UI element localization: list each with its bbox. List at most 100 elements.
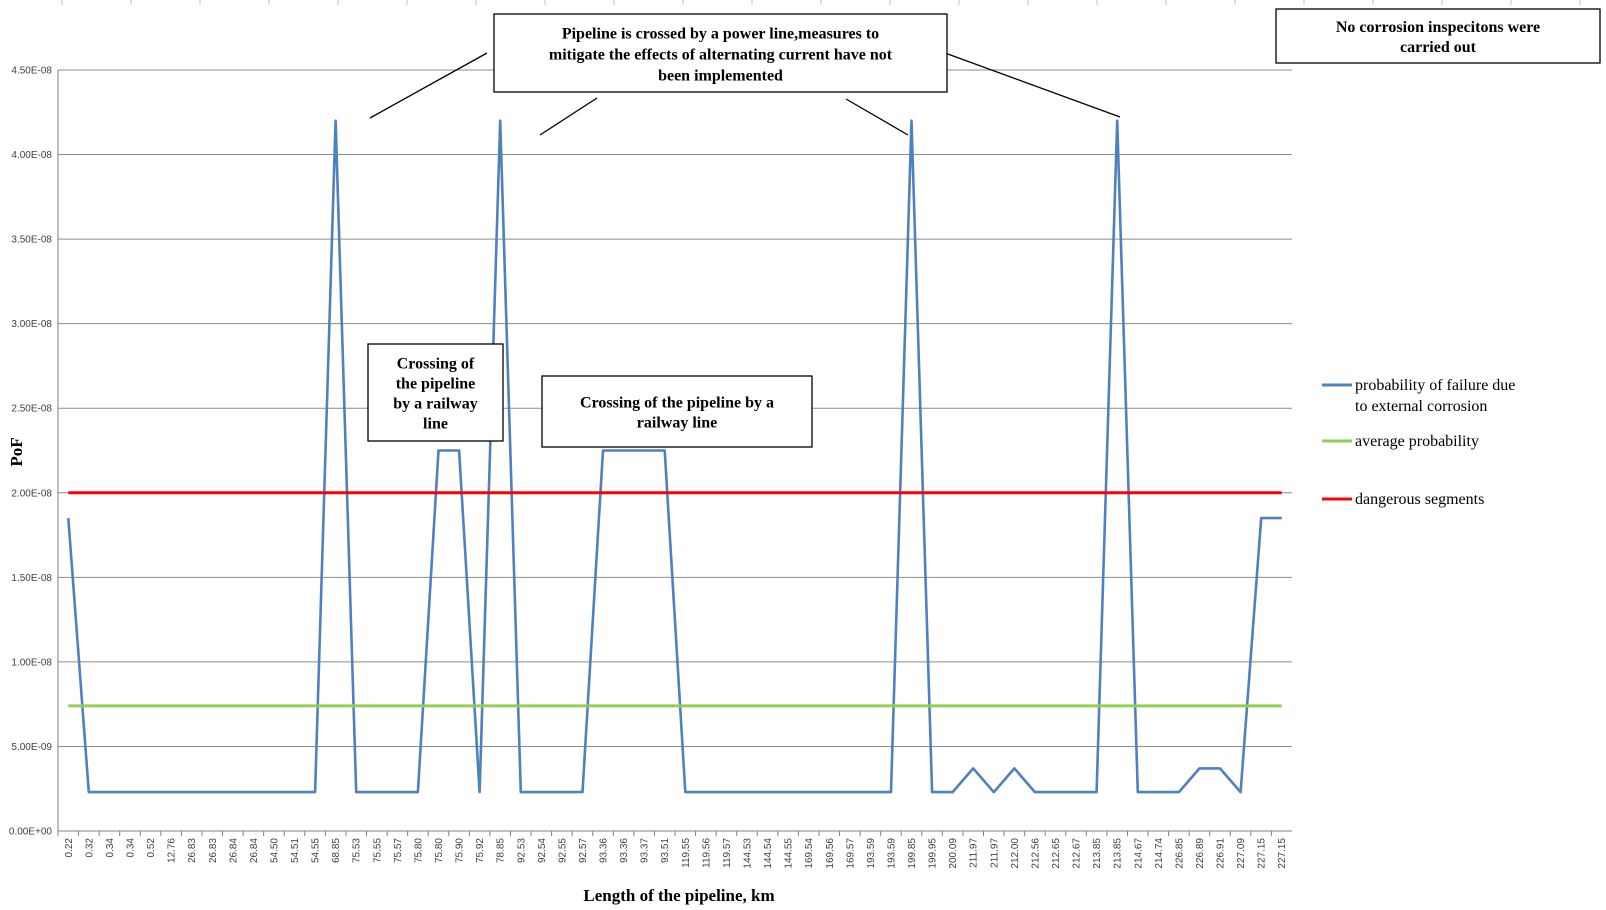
x-tick-label: 226.85 bbox=[1174, 838, 1185, 869]
x-tick-label: 93.51 bbox=[660, 838, 671, 863]
x-tick-label: 214.74 bbox=[1154, 838, 1165, 869]
x-tick-label: 92.55 bbox=[557, 838, 568, 863]
x-tick-label: 93.37 bbox=[640, 838, 651, 863]
annotation-power-line-text: mitigate the effects of alternating curr… bbox=[549, 47, 893, 64]
legend-label: probability of failure due bbox=[1355, 377, 1515, 394]
legend-label: average probability bbox=[1355, 433, 1479, 450]
annotation-railway-1-text: the pipeline bbox=[396, 376, 476, 393]
x-tick-label: 144.54 bbox=[763, 838, 774, 869]
x-tick-label: 214.67 bbox=[1133, 838, 1144, 869]
x-tick-label: 213.85 bbox=[1113, 838, 1124, 869]
x-tick-label: 26.84 bbox=[249, 838, 260, 863]
x-tick-label: 26.83 bbox=[187, 838, 198, 863]
x-tick-label: 119.55 bbox=[681, 838, 692, 868]
x-tick-label: 26.83 bbox=[208, 838, 219, 863]
x-tick-labels: 0.22 0.32 0.34 0.34 0.52 12.76 26.83 26.83 26.84… bbox=[57, 831, 1288, 869]
legend: probability of failure due to external co… bbox=[1322, 377, 1515, 508]
x-tick-label: 211.97 bbox=[969, 838, 980, 868]
y-tick-label: 2.00E-08 bbox=[11, 488, 52, 499]
x-tick-label: 75.57 bbox=[393, 838, 404, 863]
top-ruler bbox=[61, 0, 1581, 5]
x-tick-label: 227.15 bbox=[1257, 838, 1268, 869]
x-tick-label: 226.91 bbox=[1216, 838, 1227, 869]
x-tick-label: 211.97 bbox=[989, 838, 1000, 868]
annotation-leader bbox=[845, 98, 909, 136]
annotation-leader bbox=[369, 52, 488, 119]
annotation-railway-1-text: line bbox=[423, 416, 448, 433]
y-tick-label: 4.00E-08 bbox=[11, 150, 52, 161]
legend-label: to external corrosion bbox=[1355, 398, 1487, 415]
x-tick-label: 75.53 bbox=[352, 838, 363, 863]
annotation-railway-1-text: by a railway bbox=[393, 396, 477, 413]
x-tick-label: 93.36 bbox=[599, 838, 610, 863]
x-tick-label: 193.59 bbox=[886, 838, 897, 869]
y-tick-label: 3.00E-08 bbox=[11, 319, 52, 330]
annotation-power-line-text: been implemented bbox=[658, 68, 783, 85]
annotation-railway-2-box bbox=[541, 375, 813, 448]
annotation-leader bbox=[944, 52, 1121, 118]
annotation-railway-2-text: railway line bbox=[637, 415, 717, 432]
y-tick-label: 1.00E-08 bbox=[11, 657, 52, 668]
annotation-railway-1-box bbox=[367, 343, 504, 442]
x-tick-label: 212.56 bbox=[1030, 838, 1041, 869]
series-line-pof bbox=[67, 119, 1282, 794]
x-tick-label: 68.85 bbox=[331, 838, 342, 863]
x-tick-label: 144.55 bbox=[784, 838, 795, 869]
x-tick-label: 0.52 bbox=[146, 838, 157, 858]
y-tick-label: 3.50E-08 bbox=[11, 235, 52, 246]
y-tick-label: 2.50E-08 bbox=[11, 404, 52, 415]
x-tick-label: 193.59 bbox=[866, 838, 877, 869]
x-tick-label: 0.34 bbox=[125, 838, 136, 858]
y-tick-label: 1.50E-08 bbox=[11, 573, 52, 584]
x-tick-label: 169.56 bbox=[825, 838, 836, 869]
y-tick-label: 5.00E-09 bbox=[11, 742, 52, 753]
x-tick-label: 75.92 bbox=[475, 838, 486, 863]
x-tick-label: 119.57 bbox=[722, 838, 733, 868]
x-tick-label: 200.09 bbox=[948, 838, 959, 869]
x-tick-label: 226.89 bbox=[1195, 838, 1206, 869]
x-tick-label: 199.95 bbox=[928, 838, 939, 869]
x-tick-label: 169.57 bbox=[845, 838, 856, 869]
annotations: Pipeline is crossed by a power line,meas… bbox=[367, 8, 1601, 448]
y-tick-labels: 0.00E+00 5.00E-09 1.00E-08 1.50E-08 2.00E-08… bbox=[9, 66, 53, 838]
x-tick-label: 0.22 bbox=[64, 838, 75, 858]
legend-label: dangerous segments bbox=[1355, 491, 1484, 508]
x-tick-label: 92.53 bbox=[516, 838, 527, 863]
x-tick-label: 93.36 bbox=[619, 838, 630, 863]
annotation-railway-1-text: Crossing of bbox=[397, 356, 475, 373]
x-tick-label: 75.55 bbox=[372, 838, 383, 863]
x-tick-label: 75.80 bbox=[434, 838, 445, 863]
x-tick-label: 169.54 bbox=[804, 838, 815, 869]
x-tick-label: 144.53 bbox=[742, 838, 753, 869]
x-tick-label: 12.76 bbox=[167, 838, 178, 863]
x-tick-label: 54.51 bbox=[290, 838, 301, 863]
x-tick-label: 0.34 bbox=[105, 838, 116, 858]
x-tick-label: 75.80 bbox=[413, 838, 424, 863]
x-tick-label: 227.15 bbox=[1277, 838, 1288, 869]
x-tick-label: 26.84 bbox=[228, 838, 239, 863]
annotation-railway-2-text: Crossing of the pipeline by a bbox=[580, 395, 774, 412]
series-lines bbox=[67, 119, 1282, 794]
x-tick-label: 212.67 bbox=[1072, 838, 1083, 869]
x-tick-label: 75.90 bbox=[455, 838, 466, 863]
x-axis-title: Length of the pipeline, km bbox=[583, 886, 774, 905]
y-axis-title: PoF bbox=[7, 437, 26, 466]
x-tick-label: 0.32 bbox=[84, 838, 95, 858]
annotation-no-inspection-box bbox=[1275, 8, 1601, 64]
x-tick-label: 92.54 bbox=[537, 838, 548, 863]
x-tick-label: 119.56 bbox=[701, 838, 712, 868]
x-tick-label: 199.85 bbox=[907, 838, 918, 869]
y-tick-label: 4.50E-08 bbox=[11, 66, 52, 77]
annotation-leader bbox=[539, 97, 598, 136]
x-tick-label: 54.55 bbox=[311, 838, 322, 863]
annotation-power-line-text: Pipeline is crossed by a power line,meas… bbox=[562, 26, 879, 43]
y-tick-label: 0.00E+00 bbox=[9, 827, 53, 838]
x-tick-label: 227.09 bbox=[1236, 838, 1247, 869]
annotation-power-line-box bbox=[493, 13, 948, 93]
annotation-no-inspection-text: No corrosion inspecitons were bbox=[1336, 19, 1540, 36]
x-tick-label: 78.85 bbox=[496, 838, 507, 863]
x-tick-label: 54.50 bbox=[269, 838, 280, 863]
x-tick-label: 212.00 bbox=[1010, 838, 1021, 869]
